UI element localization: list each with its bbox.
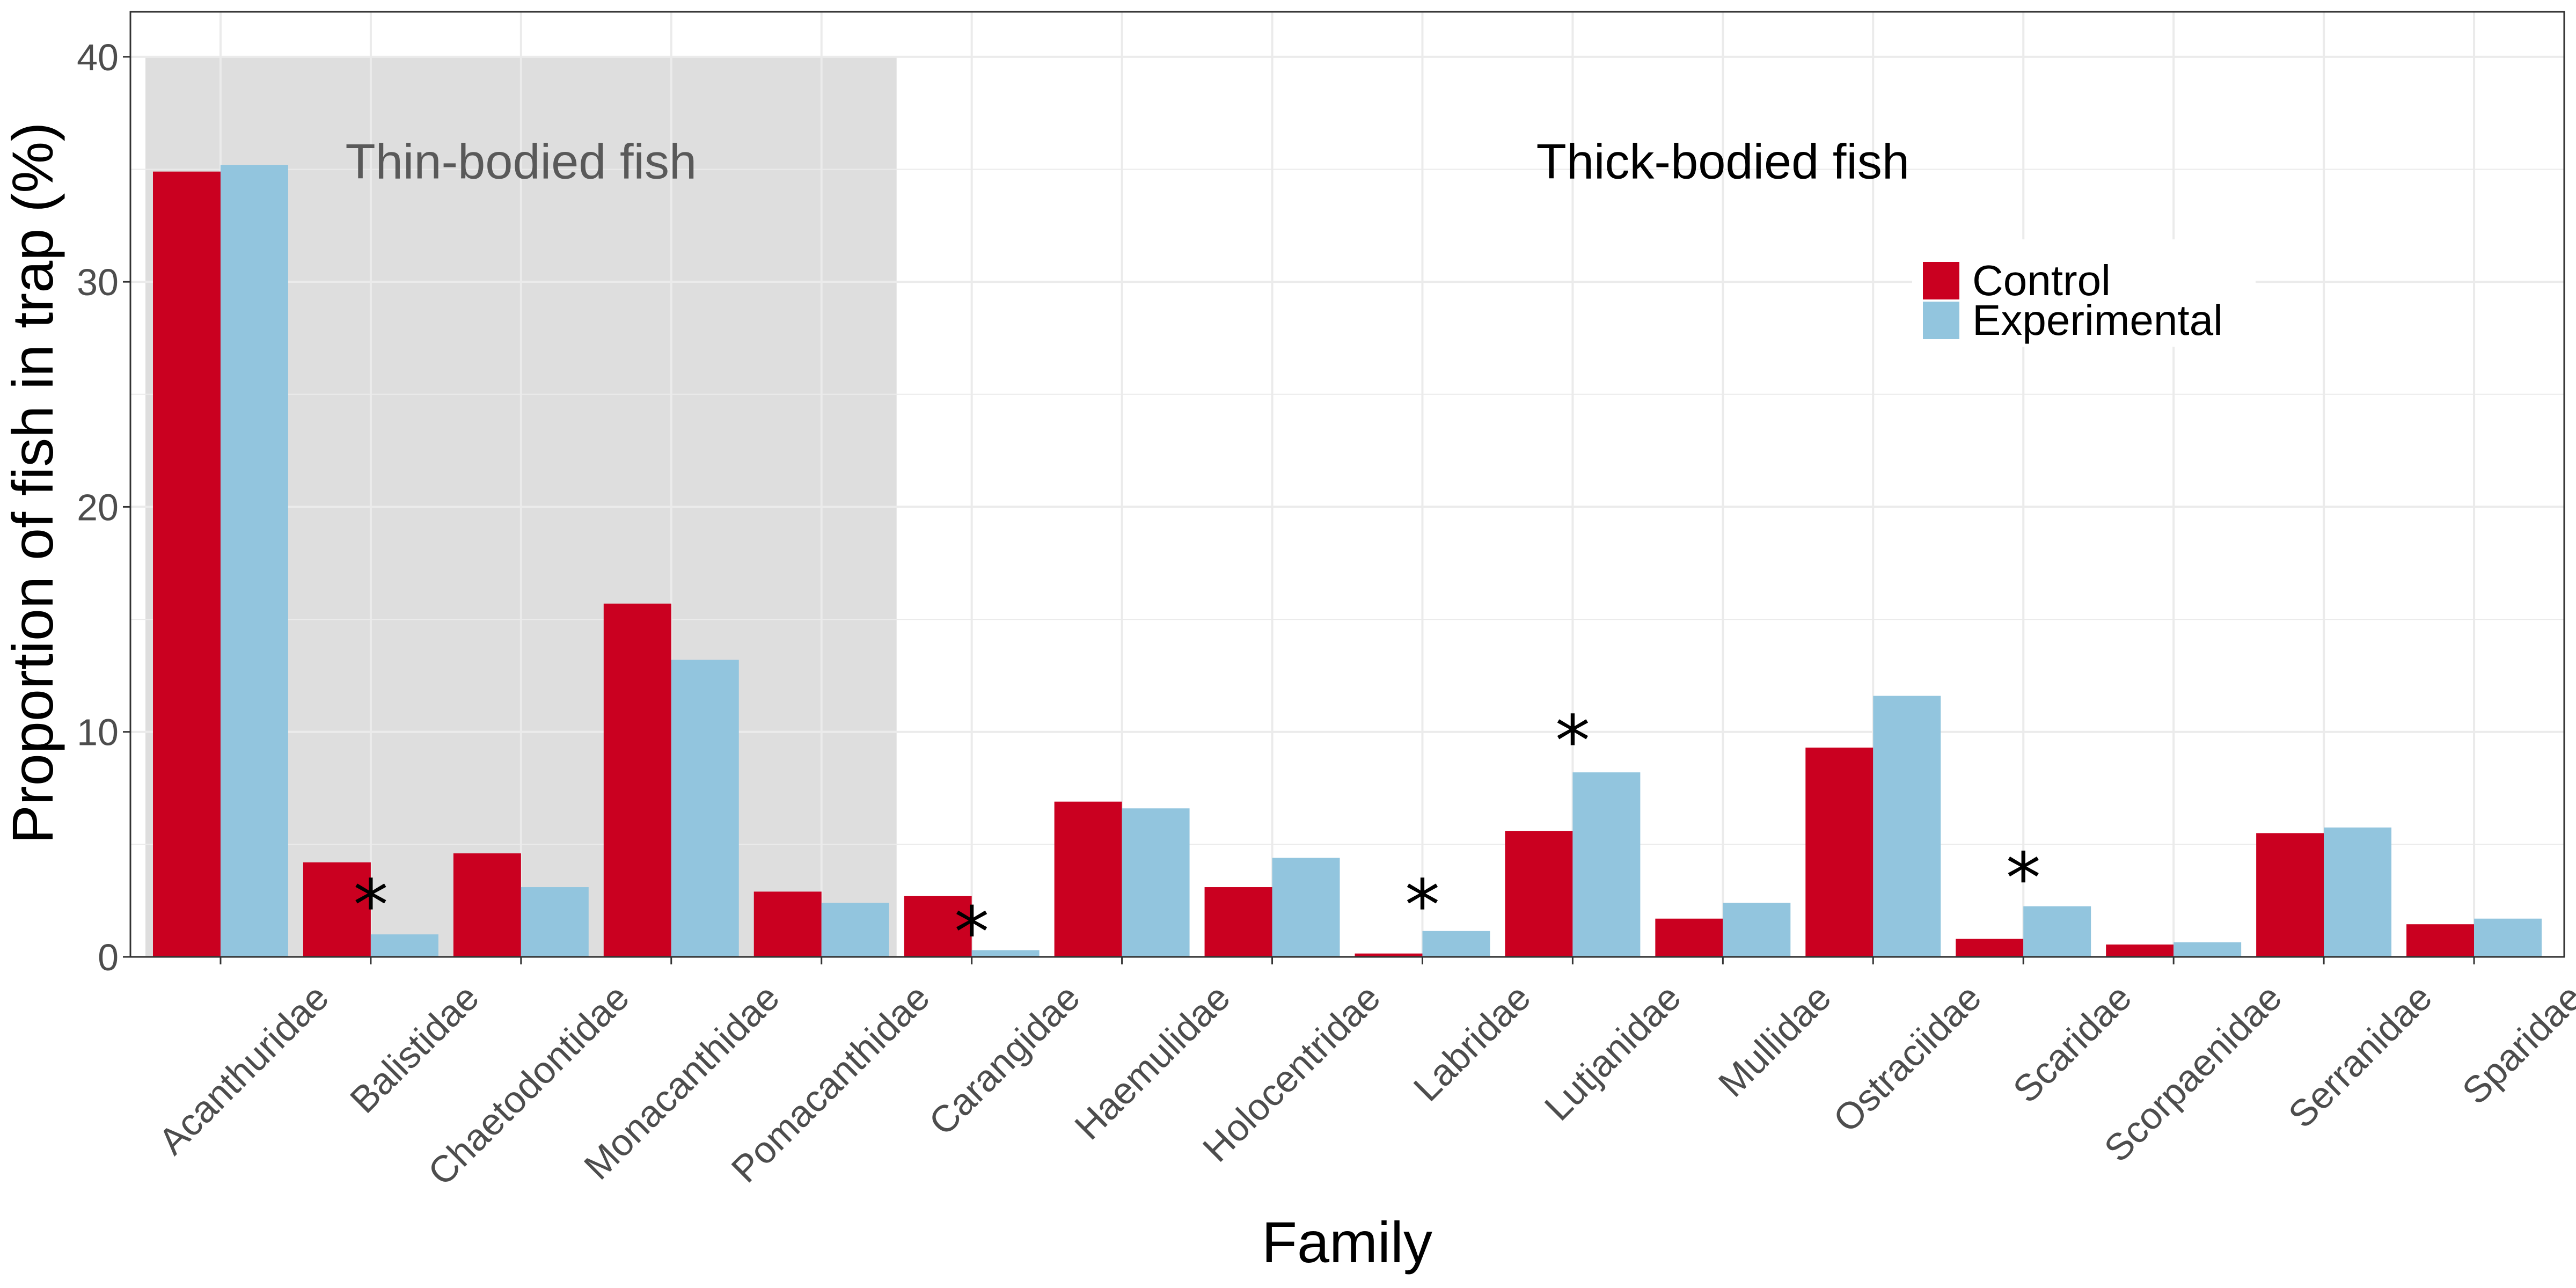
y-tick-label: 30 (77, 261, 119, 303)
bar-experimental-haemulidae (1122, 808, 1190, 957)
bar-control-labridae (1355, 953, 1423, 957)
bar-control-holocentridae (1204, 887, 1272, 957)
bar-experimental-lutjanidae (1572, 772, 1641, 957)
group-label-thick-bodied: Thick-bodied fish (1536, 134, 1909, 189)
bar-experimental-balistidae (370, 934, 438, 957)
significance-star: * (1405, 865, 1440, 946)
y-tick-label: 0 (98, 936, 119, 978)
legend-key-experimental (1923, 302, 1959, 339)
bar-control-haemulidae (1054, 801, 1122, 957)
bar-experimental-serranidae (2324, 827, 2392, 957)
bar-experimental-holocentridae (1272, 858, 1340, 957)
y-tick-label: 20 (77, 486, 119, 528)
bar-control-scorpaenidae (2106, 944, 2174, 957)
panel-border (129, 11, 2565, 958)
bar-control-scaridae (1956, 939, 2024, 957)
bar-control-balistidae (303, 862, 371, 957)
y-tick-label: 10 (77, 712, 119, 753)
bar-control-sparidae (2406, 924, 2475, 957)
bar-experimental-monacanthidae (671, 660, 739, 957)
bar-experimental-scaridae (2023, 906, 2091, 957)
bar-control-pomacanthidae (753, 891, 822, 957)
bar-experimental-carangidae (971, 950, 1040, 957)
bar-experimental-chaetodontidae (521, 887, 589, 957)
bar-layer (152, 165, 2542, 957)
bar-experimental-scorpaenidae (2174, 942, 2242, 957)
bar-control-ostraciidae (1805, 748, 1874, 957)
bar-control-serranidae (2256, 833, 2324, 957)
legend-key-control (1923, 262, 1959, 299)
bar-control-chaetodontidae (453, 853, 521, 957)
significance-star: * (2006, 837, 2041, 919)
x-axis-title: Family (1262, 1210, 1432, 1275)
bar-experimental-mullidae (1723, 903, 1791, 957)
bar-control-monacanthidae (603, 603, 671, 957)
y-tick-label: 40 (77, 36, 119, 78)
bar-experimental-sparidae (2474, 918, 2542, 957)
bar-experimental-ostraciidae (1873, 696, 1941, 957)
bar-control-mullidae (1655, 918, 1723, 957)
bar-experimental-pomacanthidae (821, 903, 889, 957)
significance-star: * (1555, 700, 1590, 782)
legend-label-control: Control (1972, 257, 2111, 304)
bar-control-acanthuridae (152, 171, 221, 957)
bar-experimental-acanthuridae (220, 165, 288, 957)
significance-star: * (353, 865, 388, 946)
bar-experimental-labridae (1422, 931, 1490, 957)
legend-label-experimental: Experimental (1972, 296, 2223, 344)
y-axis-title: Proportion of fish in trap (%) (0, 122, 65, 844)
bar-control-lutjanidae (1505, 831, 1573, 957)
group-label-thin-bodied: Thin-bodied fish (346, 134, 697, 189)
panel-frame (129, 11, 2565, 958)
bar-control-carangidae (904, 896, 972, 957)
legend-background (1912, 239, 2256, 347)
